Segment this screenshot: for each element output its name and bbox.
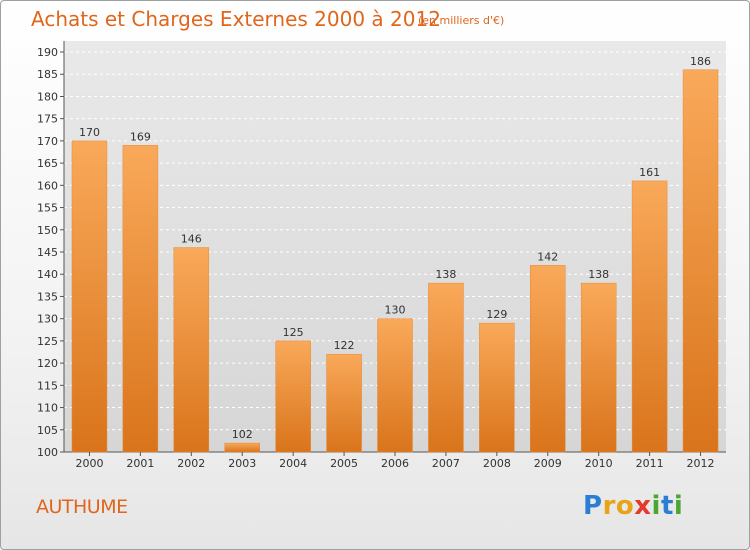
y-tick-label: 115 — [37, 379, 58, 392]
y-tick-label: 155 — [37, 202, 58, 215]
y-tick-label: 120 — [37, 357, 58, 370]
bar-2006[interactable] — [377, 318, 413, 453]
x-tick-label: 2010 — [585, 457, 613, 470]
x-tick-label: 2008 — [483, 457, 511, 470]
logo-letter: i — [673, 491, 684, 521]
bar-2009[interactable] — [530, 265, 566, 453]
bar-2010[interactable] — [580, 282, 617, 453]
x-tick-label: 2003 — [228, 457, 256, 470]
bar-2004[interactable] — [275, 340, 311, 453]
bar-2008[interactable] — [479, 322, 515, 453]
x-tick-label: 2006 — [381, 457, 409, 470]
x-axis: 2000 2001 2002 2003 2004 2005 2006 2007 2008 2009… — [75, 452, 715, 470]
y-tick-label: 170 — [37, 135, 58, 148]
bar-2007[interactable] — [428, 282, 464, 453]
chart-subtitle: (en milliers d'€) — [418, 14, 505, 27]
y-tick-label: 175 — [37, 113, 58, 126]
data-label: 129 — [486, 308, 507, 321]
data-label: 122 — [334, 339, 355, 352]
y-tick-label: 125 — [37, 335, 58, 348]
bar-2012[interactable] — [682, 69, 719, 453]
data-label: 161 — [639, 166, 660, 179]
data-label: 186 — [690, 55, 711, 68]
logo-letter: r — [602, 491, 616, 521]
chart-title: Achats et Charges Externes 2000 à 2012 — [31, 7, 441, 31]
x-tick-label: 2004 — [279, 457, 307, 470]
bar-2001[interactable] — [122, 145, 159, 453]
data-label: 138 — [435, 268, 456, 281]
x-tick-label: 2001 — [126, 457, 154, 470]
commune-name: AUTHUME — [36, 496, 128, 518]
x-tick-label: 2012 — [687, 457, 715, 470]
y-tick-label: 140 — [37, 268, 58, 281]
logo-letter: P — [583, 491, 603, 521]
bar-2003[interactable] — [224, 442, 260, 453]
x-tick-label: 2005 — [330, 457, 358, 470]
y-tick-label: 150 — [37, 224, 58, 237]
proxiti-logo[interactable]: Proxiti — [583, 491, 683, 521]
data-label: 169 — [130, 130, 151, 143]
x-tick-label: 2009 — [534, 457, 562, 470]
data-label: 138 — [588, 268, 609, 281]
logo-letter: t — [660, 491, 674, 521]
y-tick-label: 190 — [37, 46, 58, 59]
bar-2002[interactable] — [173, 247, 210, 453]
data-label: 102 — [232, 428, 253, 441]
bar-2005[interactable] — [326, 353, 362, 453]
bar-2000[interactable] — [71, 140, 108, 453]
y-tick-label: 160 — [37, 179, 58, 192]
x-tick-label: 2002 — [177, 457, 205, 470]
data-label: 142 — [537, 250, 558, 263]
x-tick-label: 2011 — [636, 457, 664, 470]
y-tick-label: 100 — [37, 446, 58, 459]
y-tick-label: 110 — [37, 402, 58, 415]
data-label: 130 — [385, 304, 406, 317]
bar-2011[interactable] — [631, 180, 668, 453]
logo-letter: x — [634, 491, 652, 521]
y-tick-label: 145 — [37, 246, 58, 259]
y-tick-label: 135 — [37, 290, 58, 303]
x-tick-label: 2007 — [432, 457, 460, 470]
bars: 170 169 146 102 125 122 130 138 129 142 138 161 186 — [71, 55, 719, 453]
data-label: 125 — [283, 326, 304, 339]
data-label: 170 — [79, 126, 100, 139]
y-tick-label: 165 — [37, 157, 58, 170]
y-tick-label: 185 — [37, 68, 58, 81]
data-label: 146 — [181, 233, 202, 246]
x-tick-label: 2000 — [75, 457, 103, 470]
logo-letter: o — [615, 491, 635, 521]
y-tick-label: 130 — [37, 313, 58, 326]
logo-letter: i — [651, 491, 661, 521]
y-tick-label: 180 — [37, 90, 58, 103]
y-tick-label: 105 — [37, 424, 58, 437]
